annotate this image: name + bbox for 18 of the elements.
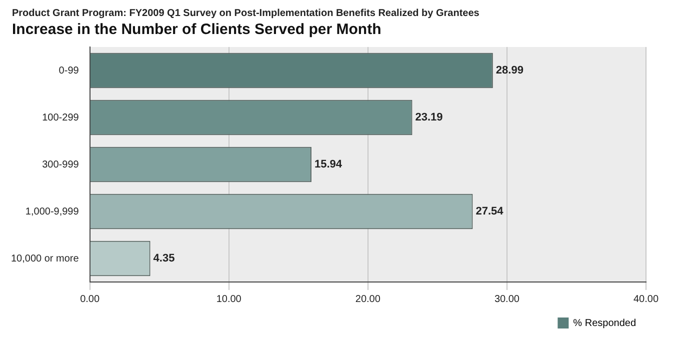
chart-title: Increase in the Number of Clients Served per Month [12, 21, 382, 38]
y-tick-label: 10,000 or more [10, 253, 80, 264]
data-label: 28.99 [496, 64, 524, 77]
x-tick-label: 20.00 [355, 294, 381, 305]
data-label: 4.35 [153, 252, 175, 265]
x-tick-label: 40.00 [633, 294, 659, 305]
y-tick-label: 300-999 [42, 159, 80, 170]
data-label: 15.94 [314, 158, 343, 171]
x-tick-label: 0.00 [80, 294, 100, 305]
y-tick-label: 1,000-9,999 [25, 206, 80, 218]
y-tick-label: 0-99 [58, 65, 80, 76]
data-label: 27.54 [476, 206, 504, 218]
legend-label: % Responded [573, 318, 636, 329]
x-tick-label: 30.00 [494, 294, 520, 305]
y-tick-label: 100-299 [42, 112, 80, 124]
data-label: 23.19 [415, 112, 443, 124]
chart-subtitle: Product Grant Program: FY2009 Q1 Survey on Post-Implementation Benefits Realized by Grantees [12, 8, 480, 19]
x-tick-label: 10.00 [216, 294, 242, 305]
